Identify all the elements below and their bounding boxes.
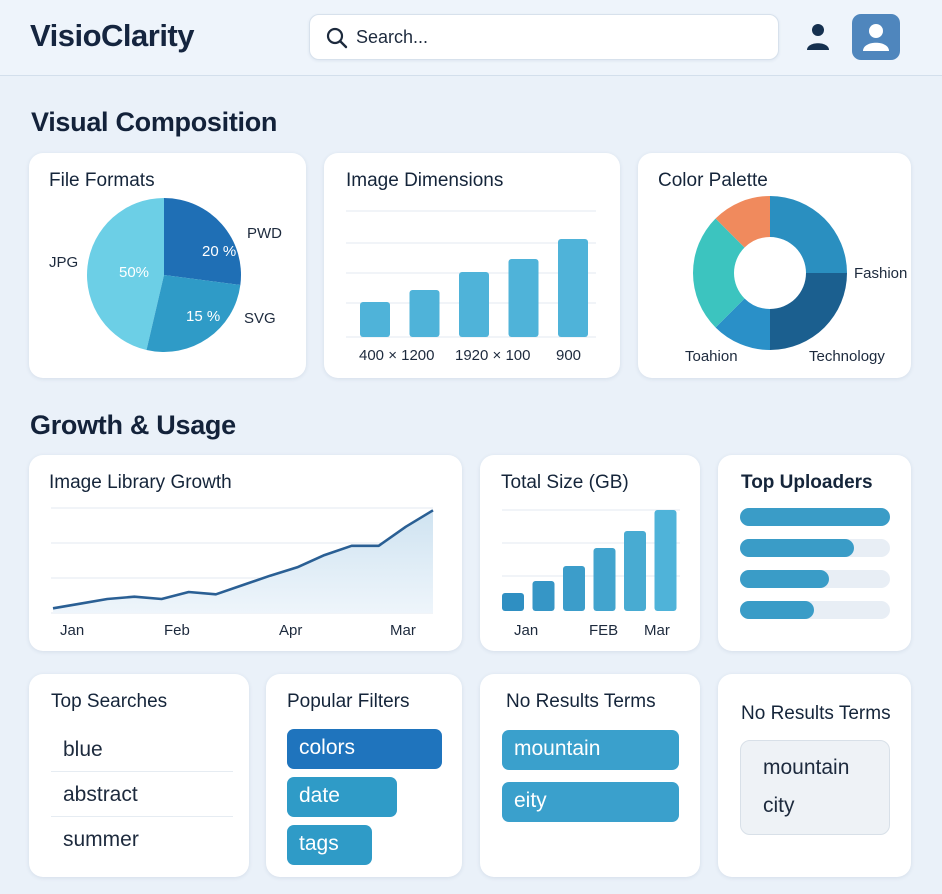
- search-bar[interactable]: [309, 14, 779, 60]
- top-uploaders-card: Top Uploaders: [718, 455, 911, 651]
- tick-label: Mar: [644, 622, 670, 639]
- file-formats-card: File Formats 50% 20 % 15 % JPG PWD SVG: [29, 153, 306, 378]
- tick-label: FEB: [589, 622, 619, 639]
- tick-label: Jan: [60, 622, 85, 639]
- tick-label: Jan: [514, 622, 539, 639]
- no-result-chip[interactable]: mountain: [502, 730, 679, 770]
- no-results-term-box: mountain city: [740, 740, 890, 835]
- filter-chip-date[interactable]: date: [287, 777, 397, 817]
- slice-label-svg: SVG: [244, 310, 276, 327]
- pie-slice-jpg[interactable]: [86, 198, 164, 350]
- popular-filters-card: Popular Filters colors date tags: [266, 674, 462, 877]
- bar[interactable]: [409, 290, 440, 337]
- bar[interactable]: [654, 510, 677, 611]
- uploader-bar-track: [740, 539, 890, 557]
- filter-chip-colors[interactable]: colors: [287, 729, 442, 769]
- tick-label: Feb: [164, 622, 190, 639]
- uploader-bar[interactable]: [740, 508, 890, 526]
- donut-slice[interactable]: [715, 196, 770, 248]
- pie-slice-svg[interactable]: [146, 275, 241, 352]
- bar[interactable]: [593, 548, 616, 611]
- no-result-chip[interactable]: eity: [502, 782, 679, 822]
- top-bar: VisioClarity: [0, 0, 942, 76]
- card-title: No Results Terms: [741, 703, 891, 724]
- avatar-icon: [863, 24, 889, 51]
- card-title: Total Size (GB): [501, 472, 629, 493]
- card-title: Popular Filters: [287, 691, 410, 712]
- pie-value-label: 20 %: [202, 243, 236, 260]
- pie-slice-pwd[interactable]: [164, 198, 241, 285]
- donut-slice[interactable]: [770, 273, 847, 350]
- no-results-terms-card-secondary: No Results Terms mountain city: [718, 674, 911, 877]
- uploader-bar-track: [740, 508, 890, 526]
- uploader-bar-track: [740, 601, 890, 619]
- card-title: No Results Terms: [506, 691, 656, 712]
- bar[interactable]: [532, 581, 555, 611]
- file-formats-pie-chart[interactable]: 50% 20 % 15 %: [29, 153, 306, 378]
- tick-label: 900: [556, 347, 582, 364]
- search-term-item[interactable]: summer: [63, 828, 139, 851]
- bar[interactable]: [563, 566, 585, 611]
- search-icon: [326, 27, 348, 49]
- uploader-bar[interactable]: [740, 570, 829, 588]
- section-title-visual-composition: Visual Composition: [31, 107, 278, 137]
- tick-label: 1920 × 100: [455, 347, 531, 364]
- card-title: Color Palette: [658, 170, 768, 191]
- card-title: Top Searches: [51, 691, 168, 712]
- bar[interactable]: [508, 259, 539, 337]
- uploader-bar[interactable]: [740, 539, 854, 557]
- bar[interactable]: [558, 239, 588, 337]
- tick-label: Apr: [279, 622, 303, 639]
- search-input[interactable]: [356, 23, 756, 51]
- no-result-term[interactable]: mountain: [763, 756, 850, 779]
- top-searches-card: Top Searches blue abstract summer: [29, 674, 249, 877]
- bar[interactable]: [459, 272, 489, 337]
- slice-label-toahion: Toahion: [685, 348, 738, 365]
- no-result-term[interactable]: city: [763, 794, 795, 817]
- card-title: Image Dimensions: [346, 170, 504, 191]
- growth-line[interactable]: [52, 509, 434, 610]
- user-icon[interactable]: [804, 22, 832, 52]
- color-palette-donut-chart[interactable]: [638, 153, 911, 378]
- bar[interactable]: [360, 302, 390, 337]
- donut-slice[interactable]: [770, 196, 847, 273]
- search-term-item[interactable]: blue: [51, 728, 233, 772]
- tick-label: Mar: [390, 622, 416, 639]
- image-dimensions-bar-chart[interactable]: [324, 153, 620, 378]
- uploader-bar-track: [740, 570, 890, 588]
- total-size-bar-chart[interactable]: [480, 455, 700, 651]
- tick-label: 400 × 1200: [359, 347, 435, 364]
- bar[interactable]: [624, 531, 646, 611]
- slice-label-technology: Technology: [809, 348, 885, 365]
- bar[interactable]: [502, 593, 524, 611]
- donut-slice[interactable]: [693, 218, 745, 328]
- library-growth-area-chart[interactable]: [29, 455, 462, 651]
- pie-value-label: 15 %: [186, 308, 220, 325]
- uploader-bar[interactable]: [740, 601, 814, 619]
- slice-label-jpg: JPG: [49, 254, 79, 271]
- filter-chip-tags[interactable]: tags: [287, 825, 372, 865]
- library-growth-card: Image Library Growth Jan Feb Apr Mar: [29, 455, 462, 651]
- slice-label-fashion: Fashion: [854, 265, 908, 282]
- card-title: Top Uploaders: [741, 472, 873, 493]
- pie-value-label: 50%: [119, 264, 149, 281]
- donut-slice[interactable]: [715, 298, 770, 350]
- area-fill: [53, 510, 433, 613]
- search-term-item[interactable]: abstract: [51, 773, 233, 817]
- app-logo[interactable]: VisioClarity: [30, 18, 195, 53]
- slice-label-pwd: PWD: [247, 225, 282, 242]
- card-title: Image Library Growth: [49, 472, 232, 493]
- section-title-growth-usage: Growth & Usage: [30, 410, 236, 440]
- color-palette-card: Color Palette Fashion Technology Toahion: [638, 153, 911, 378]
- total-size-card: Total Size (GB) Jan FEB Mar: [480, 455, 700, 651]
- no-results-terms-card: No Results Terms mountain eity: [480, 674, 700, 877]
- avatar-button[interactable]: [852, 14, 900, 60]
- image-dimensions-card: Image Dimensions 400 × 1200 1920 × 100 9…: [324, 153, 620, 378]
- card-title: File Formats: [49, 170, 155, 191]
